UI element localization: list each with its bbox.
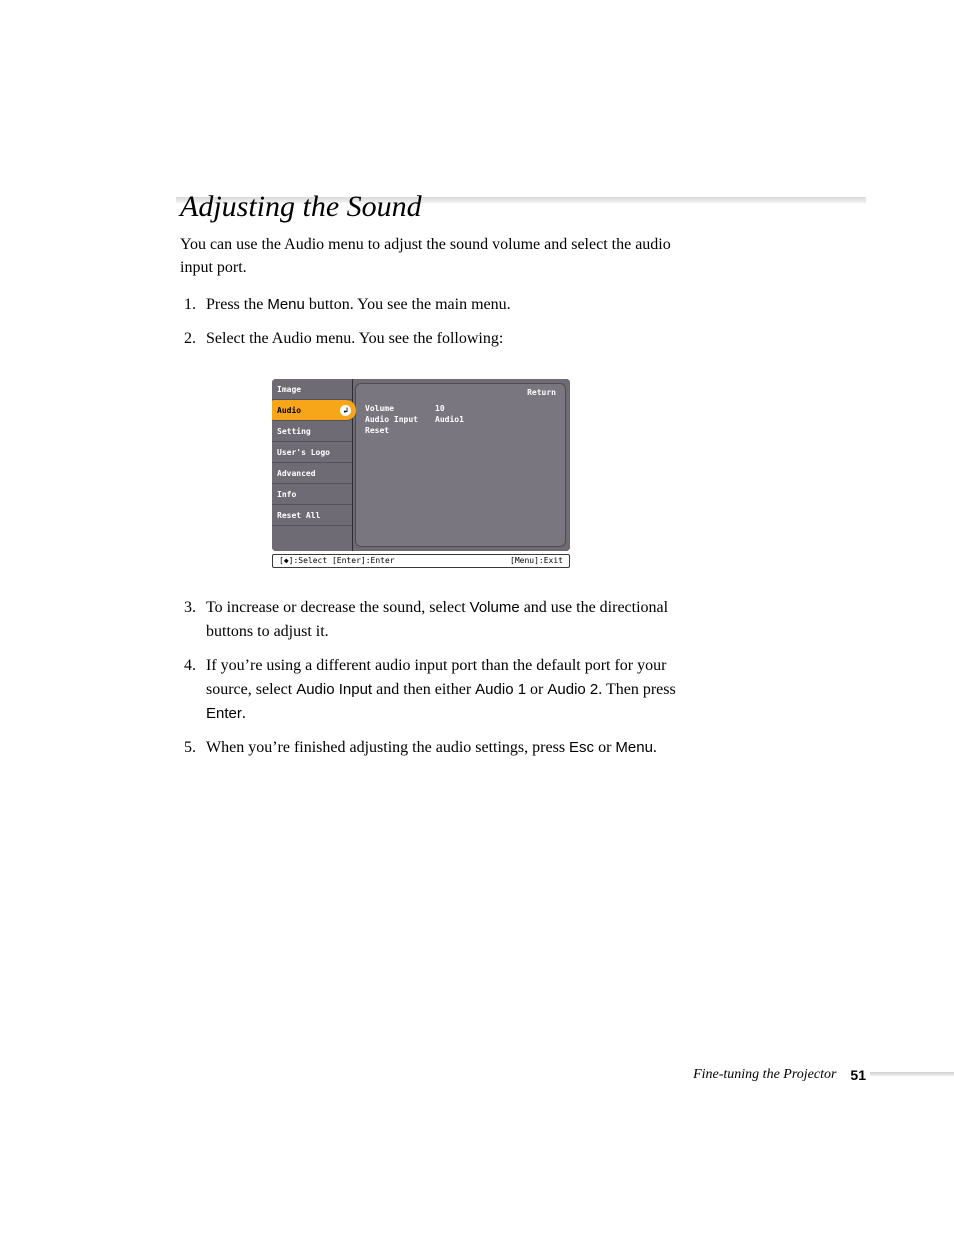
step-2-text: Select the Audio menu. You see the follo… <box>206 330 503 347</box>
osd-row-value: Audio1 <box>435 414 556 425</box>
enter-term: Enter <box>206 705 242 722</box>
osd-screenshot: Image Audio ↲ Setting User's Logo Advanc… <box>272 379 570 568</box>
osd-item-label: Advanced <box>277 463 316 484</box>
step-1-text-b: button. You see the main menu. <box>305 296 511 313</box>
osd-row-value <box>435 425 556 436</box>
steps-list: Press the Menu button. You see the main … <box>180 293 690 760</box>
osd-row-volume[interactable]: Volume 10 <box>365 403 556 414</box>
step-4-text-e: . <box>242 705 246 722</box>
section-title: Adjusting the Sound <box>180 190 690 223</box>
step-4: If you’re using a different audio input … <box>200 654 690 726</box>
osd-item-reset-all[interactable]: Reset All <box>272 505 352 526</box>
osd-item-info[interactable]: Info <box>272 484 352 505</box>
osd-return-label[interactable]: Return <box>527 387 556 399</box>
volume-term: Volume <box>470 599 520 616</box>
audio1-term: Audio 1 <box>475 681 526 698</box>
step-4-text-b: and then either <box>372 681 475 698</box>
step-2: Select the Audio menu. You see the follo… <box>200 327 690 568</box>
osd-item-label: Info <box>277 484 296 505</box>
osd-item-advanced[interactable]: Advanced <box>272 463 352 484</box>
osd-row-reset[interactable]: Reset <box>365 425 556 436</box>
osd-item-image[interactable]: Image <box>272 379 352 400</box>
osd-detail-inner: Return Volume 10 Audio Input Audio1 <box>355 383 566 547</box>
audio-input-term: Audio Input <box>296 681 372 698</box>
content-column: Adjusting the Sound You can use the Audi… <box>180 190 690 770</box>
osd-item-label: Audio <box>277 400 301 421</box>
osd-item-label: Reset All <box>277 505 320 526</box>
menu-term: Menu <box>267 296 305 313</box>
step-5-text-b: or <box>594 739 615 756</box>
menu-term-2: Menu <box>615 739 653 756</box>
page-footer: Fine-tuning the Projector 51 <box>693 1067 866 1083</box>
step-1: Press the Menu button. You see the main … <box>200 293 690 317</box>
osd-detail-panel: Return Volume 10 Audio Input Audio1 <box>352 379 570 551</box>
intro-paragraph: You can use the Audio menu to adjust the… <box>180 233 690 279</box>
step-4-text-c: or <box>526 681 547 698</box>
step-1-text-a: Press the <box>206 296 267 313</box>
osd-item-setting[interactable]: Setting <box>272 421 352 442</box>
document-page: Adjusting the Sound You can use the Audi… <box>0 0 954 1235</box>
osd-row-audio-input[interactable]: Audio Input Audio1 <box>365 414 556 425</box>
enter-icon: ↲ <box>340 405 351 416</box>
osd-row-value: 10 <box>435 403 556 414</box>
step-5: When you’re finished adjusting the audio… <box>200 736 690 760</box>
step-3-text-a: To increase or decrease the sound, selec… <box>206 599 470 616</box>
footer-rule <box>870 1072 954 1076</box>
osd-help-right: [Menu]:Exit <box>510 555 563 567</box>
osd-item-audio[interactable]: Audio ↲ <box>272 400 356 421</box>
step-5-text-a: When you’re finished adjusting the audio… <box>206 739 569 756</box>
osd-sidebar: Image Audio ↲ Setting User's Logo Advanc… <box>272 379 352 551</box>
osd-item-users-logo[interactable]: User's Logo <box>272 442 352 463</box>
footer-text: Fine-tuning the Projector <box>693 1067 836 1083</box>
osd-rows: Volume 10 Audio Input Audio1 Reset <box>365 403 556 436</box>
esc-term: Esc <box>569 739 594 756</box>
osd-help-left: [◆]:Select [Enter]:Enter <box>279 555 395 567</box>
osd-row-key: Volume <box>365 403 435 414</box>
osd-item-label: Image <box>277 379 301 400</box>
osd-panel: Image Audio ↲ Setting User's Logo Advanc… <box>272 379 570 551</box>
page-number: 51 <box>850 1067 866 1083</box>
osd-help-bar: [◆]:Select [Enter]:Enter [Menu]:Exit <box>272 554 570 568</box>
step-4-text-d: . Then press <box>598 681 675 698</box>
osd-row-key: Audio Input <box>365 414 435 425</box>
osd-row-key: Reset <box>365 425 435 436</box>
audio2-term: Audio 2 <box>547 681 598 698</box>
osd-item-label: Setting <box>277 421 311 442</box>
osd-item-label: User's Logo <box>277 442 330 463</box>
step-5-text-c: . <box>653 739 657 756</box>
step-3: To increase or decrease the sound, selec… <box>200 596 690 644</box>
